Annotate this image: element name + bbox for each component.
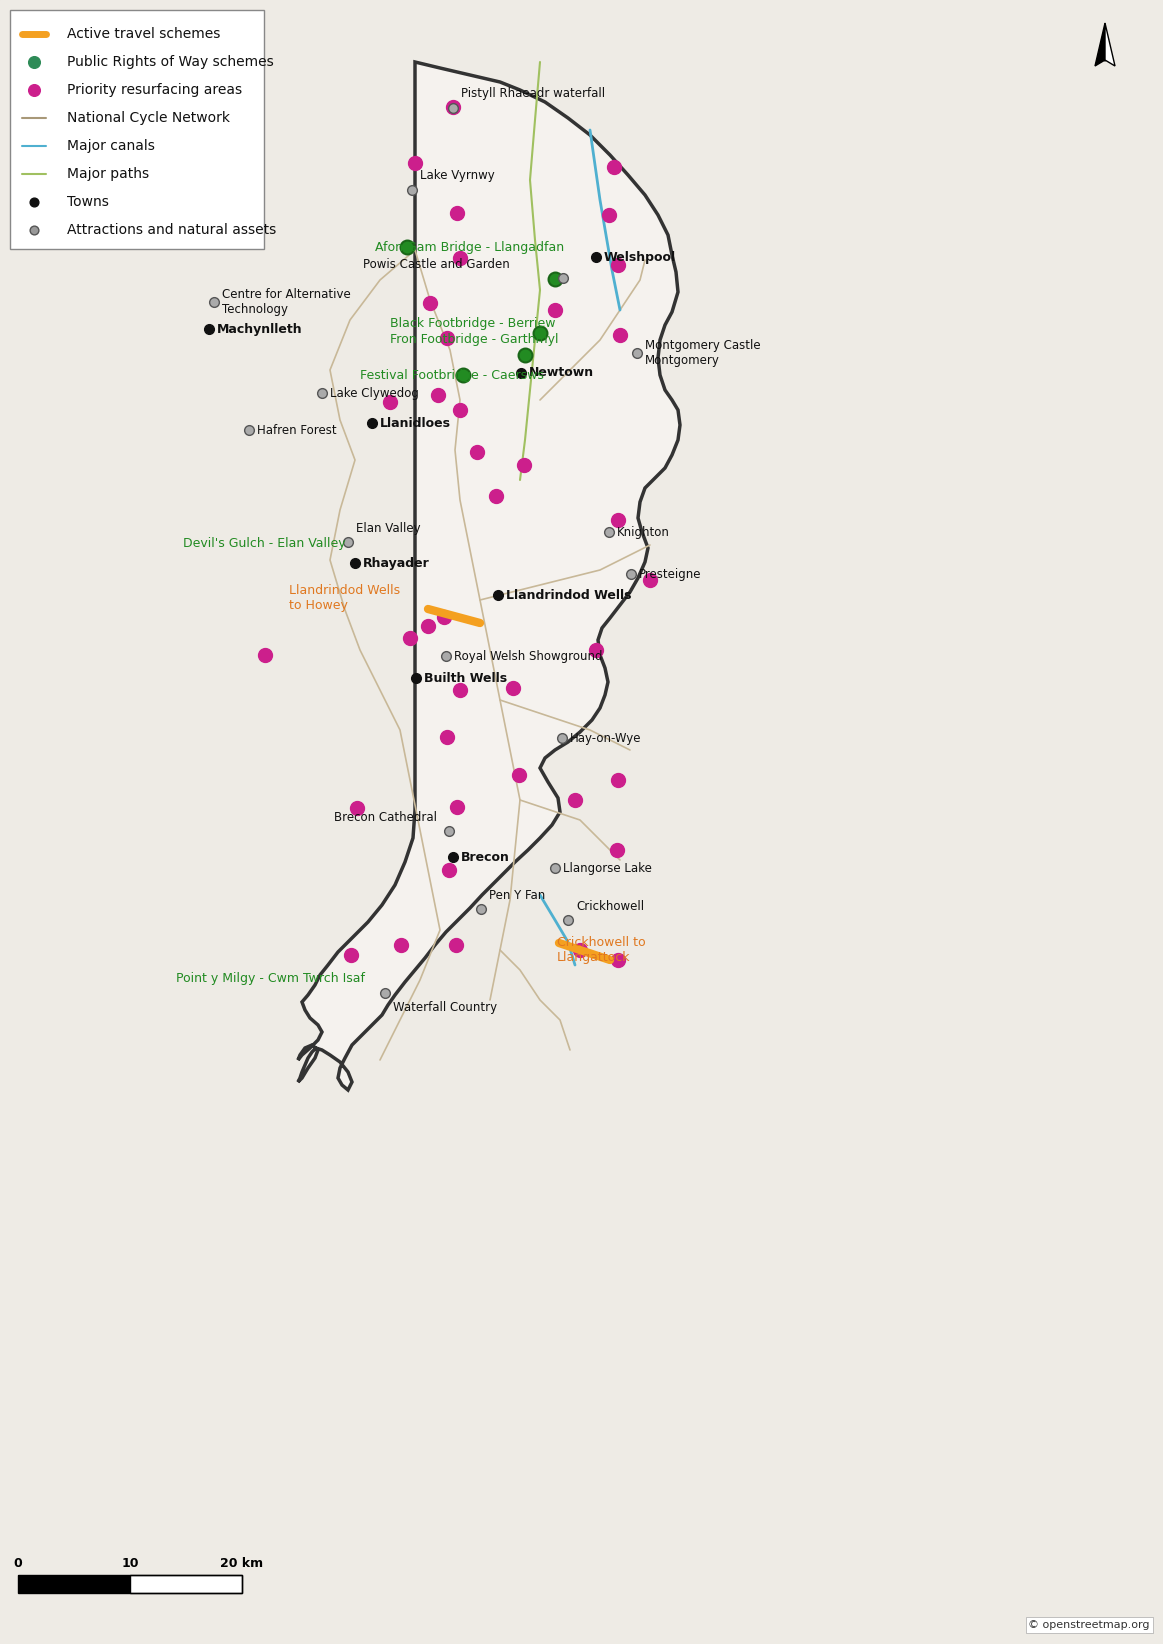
Text: Brecon Cathedral: Brecon Cathedral	[334, 810, 437, 824]
Text: Llanidloes: Llanidloes	[380, 416, 451, 429]
Bar	[17, 1575, 130, 1593]
Text: Llangorse Lake: Llangorse Lake	[563, 861, 652, 875]
Text: Builth Wells: Builth Wells	[424, 671, 507, 684]
Text: 20 km: 20 km	[221, 1557, 264, 1570]
Text: Towns: Towns	[67, 196, 109, 209]
Text: National Cycle Network: National Cycle Network	[67, 112, 230, 125]
Text: Knighton: Knighton	[618, 526, 670, 539]
Text: Devil's Gulch - Elan Valley: Devil's Gulch - Elan Valley	[183, 536, 345, 549]
Text: 10: 10	[121, 1557, 138, 1570]
Text: Newtown: Newtown	[529, 367, 594, 380]
Text: Festival Footbridge - Caersws: Festival Footbridge - Caersws	[361, 368, 544, 381]
Text: Pistyll Rhaeadr waterfall: Pistyll Rhaeadr waterfall	[461, 87, 605, 100]
Text: Machynlleth: Machynlleth	[217, 322, 302, 335]
Text: Major paths: Major paths	[67, 168, 149, 181]
Text: Attractions and natural assets: Attractions and natural assets	[67, 224, 277, 237]
Text: Royal Welsh Showground: Royal Welsh Showground	[454, 649, 602, 663]
Text: Pen Y Fan: Pen Y Fan	[488, 888, 545, 901]
Text: © openstreetmap.org: © openstreetmap.org	[1028, 1619, 1150, 1629]
Text: Powis Castle and Garden: Powis Castle and Garden	[363, 258, 509, 271]
Text: Lake Clywedog: Lake Clywedog	[330, 386, 419, 399]
Text: Centre for Alternative
Technology: Centre for Alternative Technology	[222, 288, 351, 316]
Text: Brecon: Brecon	[461, 850, 509, 863]
Text: Active travel schemes: Active travel schemes	[67, 26, 220, 41]
Text: Public Rights of Way schemes: Public Rights of Way schemes	[67, 54, 273, 69]
Bar	[17, 1575, 242, 1593]
Text: Waterfall Country: Waterfall Country	[393, 1001, 497, 1013]
Text: Hay-on-Wye: Hay-on-Wye	[570, 732, 642, 745]
Bar	[130, 1575, 242, 1593]
Text: Presteigne: Presteigne	[638, 567, 701, 580]
Text: Rhayader: Rhayader	[363, 557, 430, 569]
Text: Black Footbridge - Berriew: Black Footbridge - Berriew	[390, 317, 556, 329]
Text: Crickhowell to
Llangattock: Crickhowell to Llangattock	[557, 935, 645, 963]
Text: Fron Footbridge - Garthmyl: Fron Footbridge - Garthmyl	[390, 334, 558, 347]
Polygon shape	[1105, 23, 1115, 66]
Text: Llandrindod Wells: Llandrindod Wells	[506, 589, 632, 602]
Text: Welshpool: Welshpool	[604, 250, 676, 263]
Text: Hafren Forest: Hafren Forest	[257, 424, 336, 437]
Text: Elan Valley: Elan Valley	[356, 521, 421, 534]
Text: Priority resurfacing areas: Priority resurfacing areas	[67, 82, 242, 97]
Text: Llandrindod Wells
to Howey: Llandrindod Wells to Howey	[288, 584, 400, 612]
Text: Montgomery Castle
Montgomery: Montgomery Castle Montgomery	[645, 339, 761, 367]
Text: 0: 0	[14, 1557, 22, 1570]
Text: Major canals: Major canals	[67, 140, 155, 153]
Text: Lake Vyrnwy: Lake Vyrnwy	[420, 169, 494, 182]
FancyBboxPatch shape	[10, 10, 264, 248]
Polygon shape	[298, 62, 680, 1090]
Text: Point y Milgy - Cwm Twrch Isaf: Point y Milgy - Cwm Twrch Isaf	[176, 972, 365, 985]
Polygon shape	[1096, 23, 1105, 66]
Text: Afon Gam Bridge - Llangadfan: Afon Gam Bridge - Llangadfan	[374, 240, 564, 253]
Text: Crickhowell: Crickhowell	[576, 899, 644, 912]
